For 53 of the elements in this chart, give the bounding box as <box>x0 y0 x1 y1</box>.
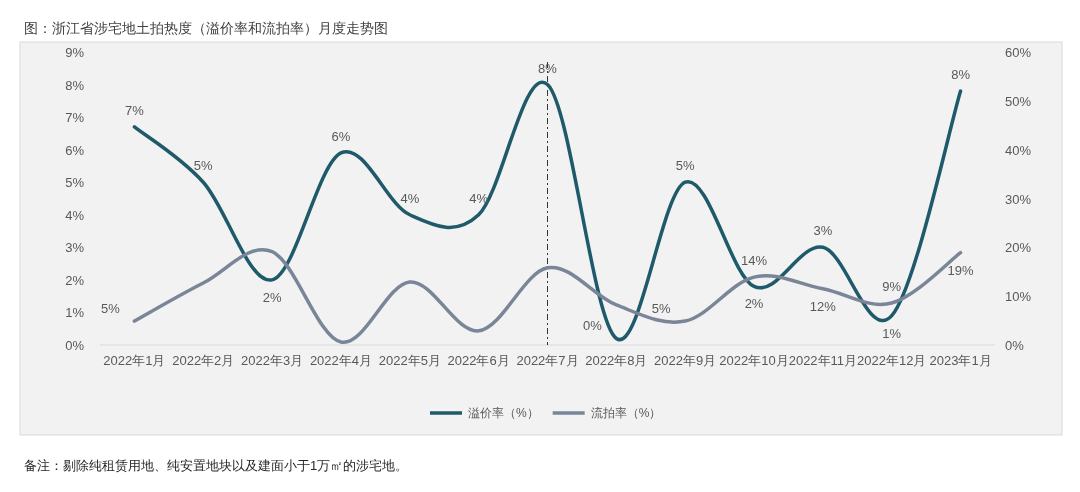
x-tick-label: 2022年2月 <box>172 353 235 368</box>
data-label: 4% <box>469 190 489 206</box>
x-tick-label: 2022年11月 <box>788 353 858 368</box>
data-label: 5% <box>101 301 121 317</box>
data-label: 2% <box>262 289 282 305</box>
data-label: 8% <box>538 60 558 76</box>
data-label: 3% <box>813 223 833 239</box>
data-label: 19% <box>947 262 975 278</box>
y2-tick-label: 20% <box>1005 240 1032 256</box>
x-tick-label: 2022年6月 <box>447 353 510 368</box>
data-label: 6% <box>331 128 351 144</box>
y-tick-label: 3% <box>65 240 85 256</box>
x-tick-label: 2022年12月 <box>857 353 927 368</box>
data-label: 1% <box>882 325 902 341</box>
y-tick-label: 2% <box>65 272 85 288</box>
x-tick-label: 2022年8月 <box>585 353 648 368</box>
y-tick-label: 0% <box>65 338 85 353</box>
data-label: 7% <box>125 102 145 118</box>
y-tick-label: 8% <box>65 77 85 93</box>
y-tick-label: 1% <box>65 305 85 321</box>
y2-tick-label: 60% <box>1005 45 1032 60</box>
data-label: 8% <box>951 67 971 83</box>
x-tick-label: 2022年5月 <box>378 353 441 368</box>
y2-tick-label: 10% <box>1005 289 1032 305</box>
data-label: 2% <box>744 296 764 312</box>
x-tick-label: 2023年1月 <box>929 353 992 368</box>
y-tick-label: 4% <box>65 207 85 223</box>
x-tick-label: 2022年9月 <box>654 353 717 368</box>
x-tick-label: 2022年10月 <box>719 353 789 368</box>
legend-label: 流拍率（%） <box>590 406 662 420</box>
y-tick-label: 9% <box>65 45 85 60</box>
y2-tick-label: 40% <box>1005 142 1032 158</box>
y-tick-label: 6% <box>65 142 85 158</box>
data-label: 5% <box>193 158 214 174</box>
x-tick-label: 2022年7月 <box>516 353 579 368</box>
y-tick-label: 7% <box>65 110 85 126</box>
legend-label: 溢价率（%） <box>468 406 539 420</box>
y-tick-label: 5% <box>65 175 85 191</box>
x-tick-label: 2022年4月 <box>309 353 373 368</box>
data-label: 4% <box>400 190 420 206</box>
data-label: 5% <box>675 158 696 174</box>
y2-tick-label: 30% <box>1005 191 1032 207</box>
y2-tick-label: 0% <box>1005 338 1025 353</box>
y2-tick-label: 50% <box>1005 93 1032 109</box>
data-label: 12% <box>809 298 837 314</box>
data-label: 5% <box>651 301 672 317</box>
data-label: 0% <box>582 318 603 334</box>
x-tick-label: 2022年3月 <box>241 353 304 368</box>
x-tick-label: 2022年1月 <box>103 353 166 368</box>
data-label: 9% <box>882 279 902 294</box>
data-label: 14% <box>741 253 768 269</box>
text: 备注：剔除纯租赁用地、纯安置地块以及建面小于1万㎡的涉宅地。 <box>24 458 409 473</box>
chart-title: 图：浙江省涉宅地土拍热度（溢价率和流拍率）月度走势图 <box>24 20 388 36</box>
